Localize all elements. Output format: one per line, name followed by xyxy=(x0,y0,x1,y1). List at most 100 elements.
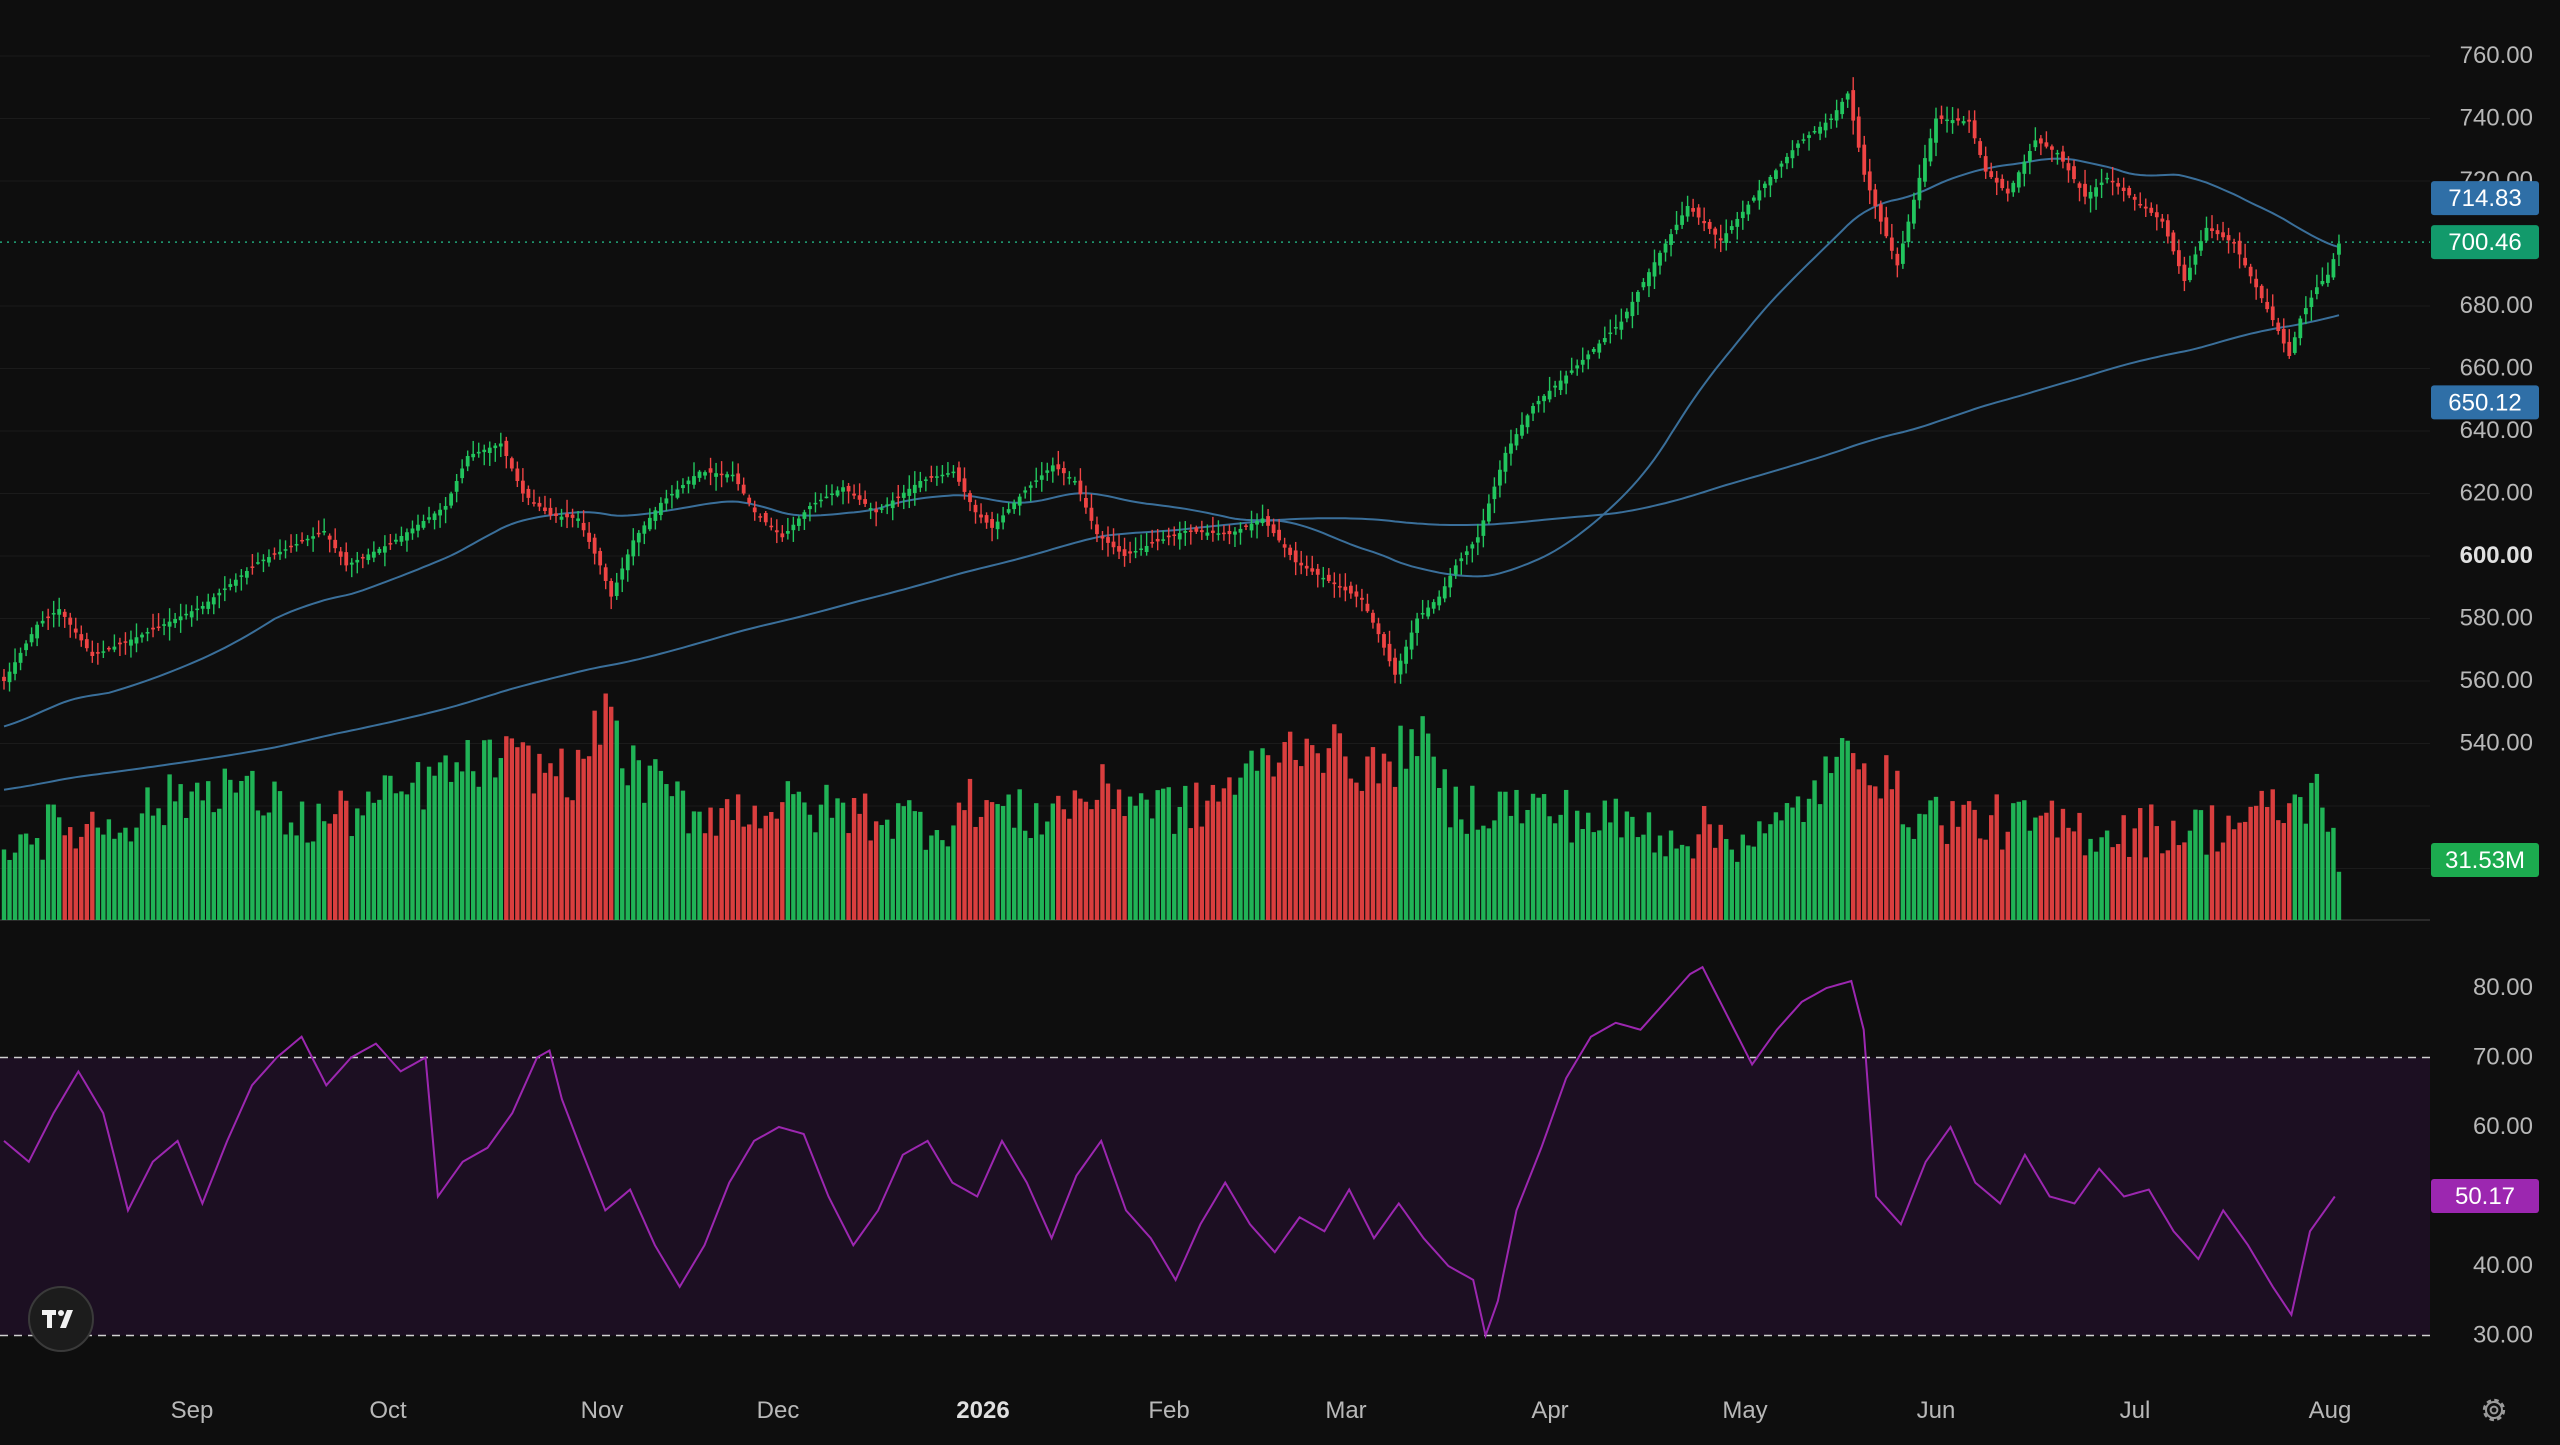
candle xyxy=(1823,122,1828,131)
candle xyxy=(543,507,547,511)
volume-bar xyxy=(2044,812,2049,920)
candle xyxy=(167,621,172,627)
candle xyxy=(2210,228,2214,231)
volume-bar xyxy=(1746,845,1751,920)
volume-bar xyxy=(2104,830,2110,920)
candle xyxy=(410,528,415,534)
candle xyxy=(940,474,945,477)
candle xyxy=(327,535,332,540)
volume-bar xyxy=(813,832,818,920)
volume-bar xyxy=(735,794,741,920)
candle xyxy=(239,575,244,577)
volume-bar xyxy=(885,819,890,920)
volume-bar xyxy=(1232,794,1238,920)
volume-bar xyxy=(283,834,288,920)
candle xyxy=(653,510,658,521)
price-axis-tick: 580.00 xyxy=(2460,605,2533,632)
candle xyxy=(1426,607,1431,617)
candle xyxy=(1348,585,1353,594)
volume-bar xyxy=(2110,847,2115,920)
volume-bar xyxy=(923,849,929,920)
volume-bar xyxy=(2176,845,2182,920)
volume-bar xyxy=(818,804,824,920)
candle xyxy=(1652,262,1657,277)
candle xyxy=(2055,152,2060,155)
candle xyxy=(758,516,763,518)
time-axis-tick: Sep xyxy=(171,1397,214,1424)
volume-bar xyxy=(890,838,895,920)
volume-bar xyxy=(1321,772,1326,920)
volume-bar xyxy=(1287,731,1293,920)
candle xyxy=(2050,146,2054,150)
candle xyxy=(2027,151,2032,162)
candle xyxy=(614,582,619,597)
candle xyxy=(2066,163,2071,171)
volume-bar xyxy=(1304,738,1309,920)
volume-bar xyxy=(1365,756,1370,920)
volume-bar xyxy=(2314,773,2320,920)
volume-bar xyxy=(564,797,570,920)
volume-bar xyxy=(454,762,459,920)
candle xyxy=(603,567,608,581)
volume-bar xyxy=(1503,791,1508,920)
candle xyxy=(2254,278,2259,288)
candle xyxy=(200,606,205,609)
volume-bar xyxy=(1873,786,1878,920)
volume-bar xyxy=(2276,820,2281,920)
candle xyxy=(1774,170,1778,179)
candle xyxy=(1575,365,1580,369)
candle xyxy=(576,518,580,521)
candle xyxy=(620,568,625,580)
volume-bar xyxy=(1442,769,1447,920)
candle xyxy=(1188,530,1193,532)
volume-bar xyxy=(217,808,222,920)
volume-bar xyxy=(2160,853,2165,920)
volume-bar xyxy=(90,811,95,920)
candle xyxy=(2000,178,2005,189)
volume-bar xyxy=(1569,842,1574,920)
volume-bar xyxy=(399,791,404,920)
time-axis-tick: Mar xyxy=(1325,1397,1366,1424)
candle xyxy=(813,502,818,505)
volume-bar xyxy=(1668,830,1674,920)
volume-bar xyxy=(1955,826,1961,920)
candle xyxy=(912,484,917,494)
candle xyxy=(1100,536,1105,539)
volume-bar xyxy=(360,815,365,920)
candle xyxy=(1790,150,1795,159)
candle xyxy=(1520,424,1524,436)
volume-bar xyxy=(2220,842,2226,920)
volume-bar xyxy=(145,787,150,920)
rsi-band xyxy=(0,1057,2430,1336)
volume-bar xyxy=(443,755,448,920)
volume-bar xyxy=(2242,821,2248,920)
candle xyxy=(57,609,62,615)
volume-bar xyxy=(437,762,443,920)
candle xyxy=(747,497,752,503)
volume-bar xyxy=(713,835,719,920)
tradingview-logo-icon[interactable] xyxy=(28,1286,94,1352)
candle xyxy=(647,517,652,530)
volume-bar xyxy=(1221,788,1227,920)
volume-bar xyxy=(1249,750,1254,920)
volume-bar xyxy=(2292,794,2297,920)
price-axis-tick: 560.00 xyxy=(2460,667,2533,694)
volume-bar xyxy=(1376,783,1381,920)
volume-bar xyxy=(1161,788,1166,920)
volume-bar xyxy=(1729,849,1734,920)
rsi-axis-tick: 60.00 xyxy=(2473,1113,2533,1140)
settings-gear-icon[interactable] xyxy=(2476,1392,2512,1428)
candle xyxy=(675,489,680,498)
volume-bar xyxy=(1718,824,1723,920)
volume-bar xyxy=(1431,756,1436,920)
volume-bar xyxy=(432,775,437,920)
candle xyxy=(1906,221,1911,243)
candle xyxy=(819,499,823,502)
time-axis-tick: Apr xyxy=(1531,1397,1568,1424)
volume-bar xyxy=(2204,854,2209,920)
candle xyxy=(1475,537,1480,543)
volume-bar xyxy=(349,836,354,920)
candle xyxy=(736,473,741,485)
